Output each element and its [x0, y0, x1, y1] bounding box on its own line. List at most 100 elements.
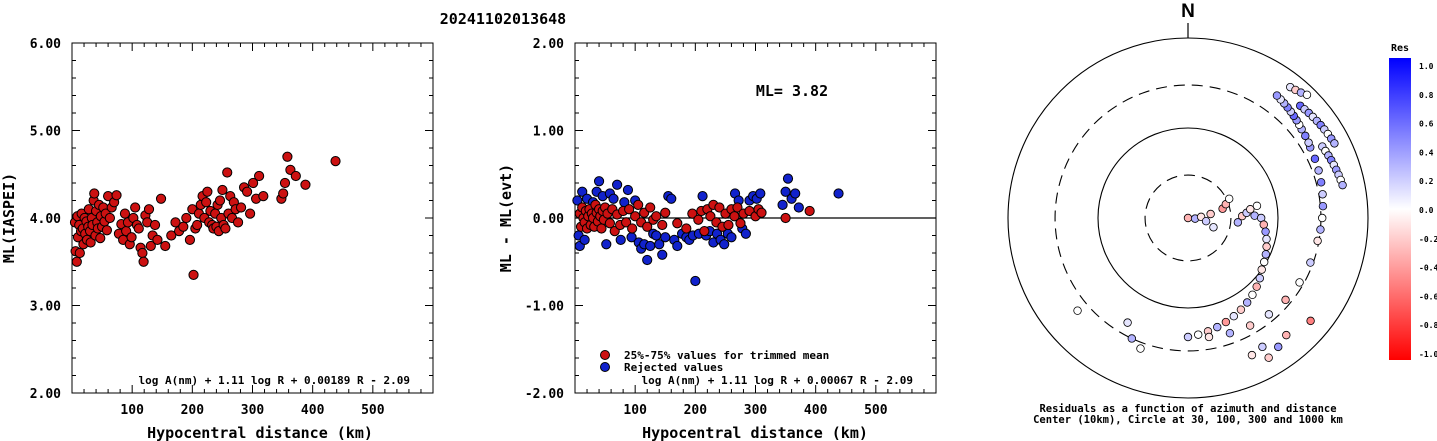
- trimmed-point: [604, 218, 615, 229]
- rejected-point: [660, 232, 671, 243]
- station-point: [1310, 154, 1320, 164]
- legend-rejected-marker: [600, 362, 610, 372]
- ml-ytick-label: 2.00: [30, 387, 61, 402]
- station-point: [1073, 306, 1082, 315]
- station-point: [1318, 190, 1327, 199]
- station-point: [1295, 278, 1304, 287]
- ml-point: [300, 179, 311, 190]
- rejected-point: [615, 234, 626, 245]
- trimmed-point: [596, 223, 607, 234]
- residual-colorbar: Res 1.0 0.8 0.6 0.4 0.2 0.0 -0.2 -0.4 -0.6 -0.8 -1…: [1389, 43, 1437, 360]
- ml-point: [222, 167, 233, 178]
- station-point: [1264, 310, 1274, 319]
- station-point: [1261, 250, 1271, 259]
- ml-point: [217, 184, 228, 196]
- residual-xtick-label: 100: [623, 403, 647, 418]
- station-point: [1306, 258, 1315, 267]
- trimmed-point: [660, 207, 671, 218]
- colorbar-tick-label: 0.0: [1419, 206, 1434, 215]
- ring-1000km: [1007, 37, 1369, 399]
- ml-point: [111, 190, 122, 201]
- ml-point: [254, 170, 265, 182]
- residual-xtick-label: 300: [744, 403, 768, 418]
- residual-xtick-label: 400: [804, 403, 828, 418]
- trimmed-point: [651, 211, 662, 222]
- rejected-point: [572, 195, 583, 206]
- station-point: [1123, 318, 1132, 327]
- rejected-point: [697, 191, 708, 202]
- rejected-point: [654, 239, 665, 250]
- ml-point: [184, 234, 196, 245]
- colorbar-title: Res: [1391, 43, 1409, 54]
- colorbar-tick-label: -0.6: [1419, 292, 1437, 301]
- trimmed-point: [699, 226, 710, 237]
- trimmed-point: [756, 207, 767, 218]
- ml-point: [143, 204, 155, 215]
- ml-point: [244, 208, 256, 219]
- trimmed-point: [780, 212, 791, 224]
- trimmed-point: [687, 208, 698, 219]
- trimmed-point: [681, 223, 692, 234]
- station-point: [1252, 282, 1261, 291]
- residual-plot-points: [572, 173, 844, 287]
- legend-trimmed-label: 25%-75% values for trimmed mean: [624, 349, 829, 362]
- ml-plot-xlabel: Hypocentral distance (km): [147, 424, 373, 441]
- ml-point: [202, 186, 213, 197]
- rejected-point: [755, 188, 766, 199]
- ml-point: [145, 240, 156, 252]
- station-point: [1264, 353, 1273, 362]
- station-point: [1245, 321, 1255, 330]
- ml-point: [330, 156, 341, 167]
- ml-point: [248, 177, 259, 189]
- ml-point: [188, 269, 199, 280]
- station-point: [1209, 223, 1218, 232]
- rejected-point: [601, 239, 612, 250]
- rejected-point: [612, 179, 623, 190]
- station-point: [1194, 330, 1203, 339]
- station-point: [1282, 330, 1291, 340]
- ml-point: [258, 191, 269, 202]
- ml-vs-distance-panel: 100 200 300 400 500 2.00 3.00 4.00 5.00 6.00 Hypo…: [0, 37, 434, 441]
- station-point: [1314, 166, 1323, 175]
- ml-plot-ticks: 100 200 300 400 500 2.00 3.00 4.00 5.00 6.00: [30, 37, 433, 418]
- residual-plot-ylabel: ML - ML(evt): [497, 164, 515, 272]
- ml-point: [278, 188, 289, 199]
- station-point: [1281, 295, 1290, 305]
- legend-trimmed-marker: [600, 350, 610, 360]
- station-point: [1246, 205, 1255, 214]
- rejected-point: [690, 275, 701, 287]
- station-point: [1242, 298, 1252, 307]
- trimmed-point: [732, 202, 743, 213]
- station-point: [1204, 332, 1214, 342]
- ml-point: [201, 197, 212, 208]
- rejected-point: [651, 230, 662, 241]
- trimmed-point: [729, 211, 740, 222]
- colorbar-tick-label: -0.4: [1419, 264, 1437, 273]
- ml-ytick-label: 5.00: [30, 125, 61, 140]
- ml-xtick-label: 500: [361, 403, 385, 418]
- colorbar-tick-label: -0.8: [1419, 321, 1437, 330]
- ml-point: [214, 195, 226, 206]
- station-point: [1260, 257, 1269, 267]
- station-point: [1257, 265, 1266, 274]
- rejected-point: [577, 186, 588, 197]
- ml-ytick-label: 3.00: [30, 300, 61, 315]
- north-label: N: [1181, 1, 1195, 22]
- residual-plot-ticks: 100 200 300 400 500 -2.00 -1.00 0.00 1.00 2.00: [525, 37, 936, 418]
- station-point: [1272, 91, 1282, 100]
- trimmed-point: [714, 202, 725, 213]
- rejected-point: [790, 188, 801, 199]
- rejected-point: [622, 184, 634, 196]
- ml-plot-formula: log A(nm) + 1.11 log R + 0.00189 R - 2.0…: [138, 374, 410, 387]
- station-point: [1302, 90, 1312, 99]
- station-point: [1183, 332, 1193, 342]
- ml-point: [126, 232, 137, 243]
- station-point: [1313, 236, 1322, 246]
- ml-point: [149, 219, 161, 231]
- azimuth-panel: N Residuals as a function of azimuth and…: [1007, 1, 1369, 426]
- ml-point: [178, 221, 189, 232]
- ml-point: [74, 247, 85, 259]
- residual-ytick-label: -2.00: [525, 387, 564, 402]
- station-point: [1247, 350, 1257, 360]
